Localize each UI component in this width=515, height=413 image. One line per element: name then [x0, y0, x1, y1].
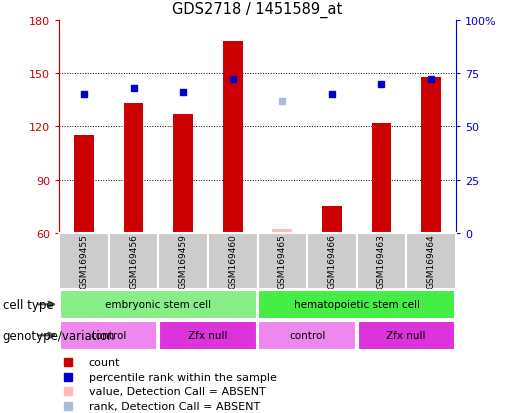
Bar — [357, 321, 455, 350]
Text: Zfx null: Zfx null — [188, 330, 228, 341]
Bar — [59, 233, 109, 289]
Bar — [356, 233, 406, 289]
Text: value, Detection Call = ABSENT: value, Detection Call = ABSENT — [89, 386, 266, 396]
Bar — [258, 233, 307, 289]
Text: control: control — [289, 330, 325, 341]
Text: GSM169465: GSM169465 — [278, 234, 287, 289]
Text: GSM169460: GSM169460 — [228, 234, 237, 289]
Text: GSM169463: GSM169463 — [377, 234, 386, 289]
Bar — [208, 233, 258, 289]
Bar — [60, 321, 158, 350]
Bar — [74, 136, 94, 233]
Text: cell type: cell type — [3, 298, 53, 311]
Bar — [159, 233, 208, 289]
Bar — [223, 42, 243, 233]
Text: genotype/variation: genotype/variation — [3, 329, 115, 342]
Bar — [421, 77, 441, 233]
Bar — [322, 207, 342, 233]
Text: GSM169466: GSM169466 — [328, 234, 336, 289]
Text: GSM169456: GSM169456 — [129, 234, 138, 289]
Bar — [109, 233, 159, 289]
Bar — [371, 123, 391, 233]
Text: percentile rank within the sample: percentile rank within the sample — [89, 372, 277, 382]
Bar — [60, 290, 256, 319]
Bar — [173, 114, 193, 233]
Text: embryonic stem cell: embryonic stem cell — [105, 299, 212, 310]
Bar — [159, 321, 256, 350]
Title: GDS2718 / 1451589_at: GDS2718 / 1451589_at — [173, 2, 342, 18]
Bar — [259, 290, 455, 319]
Bar — [272, 230, 292, 233]
Text: GSM169455: GSM169455 — [79, 234, 89, 289]
Text: count: count — [89, 357, 121, 368]
Bar — [124, 104, 144, 233]
Bar — [259, 321, 356, 350]
Text: GSM169464: GSM169464 — [426, 234, 436, 289]
Text: rank, Detection Call = ABSENT: rank, Detection Call = ABSENT — [89, 401, 260, 411]
Text: hematopoietic stem cell: hematopoietic stem cell — [294, 299, 420, 310]
Bar — [406, 233, 456, 289]
Text: Zfx null: Zfx null — [386, 330, 426, 341]
Text: GSM169459: GSM169459 — [179, 234, 187, 289]
Text: control: control — [91, 330, 127, 341]
Bar — [307, 233, 356, 289]
